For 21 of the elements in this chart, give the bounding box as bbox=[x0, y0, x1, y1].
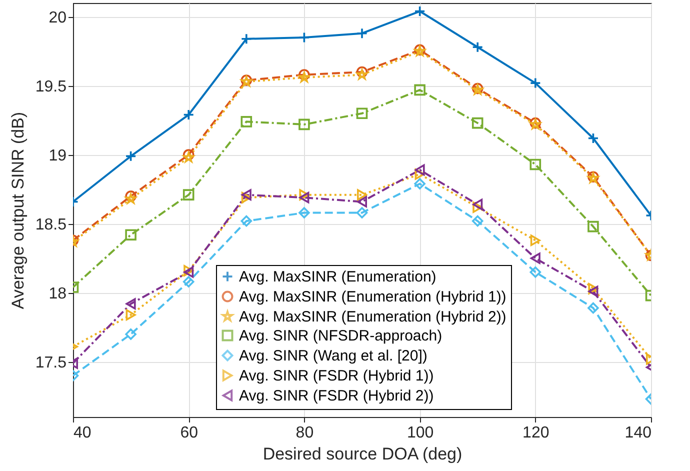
y-tick-label: 18 bbox=[48, 285, 67, 302]
x-tick-label: 120 bbox=[522, 424, 550, 442]
x-tick-label: 140 bbox=[624, 424, 652, 442]
y-tick-label: 19 bbox=[48, 147, 67, 164]
x-tick-label: 80 bbox=[296, 424, 314, 442]
legend-label: Avg. SINR (NFSDR-approach) bbox=[239, 328, 442, 344]
x-tick-label: 40 bbox=[74, 424, 92, 442]
y-tick-label: 17.5 bbox=[35, 354, 67, 372]
legend-label: Avg. MaxSINR (Enumeration (Hybrid 1)) bbox=[239, 288, 506, 306]
legend-label: Avg. MaxSINR (Enumeration) bbox=[239, 268, 436, 286]
x-axis-title: Desired source DOA (deg) bbox=[262, 444, 462, 464]
legend-label: Avg. SINR (Wang et al. [20]) bbox=[239, 348, 428, 364]
y-tick-label: 19.5 bbox=[35, 78, 67, 96]
y-tick-label: 20 bbox=[48, 9, 67, 26]
legend-label: Avg. SINR (FSDR (Hybrid 2)) bbox=[239, 388, 434, 404]
legend-label: Avg. MaxSINR (Enumeration (Hybrid 2)) bbox=[239, 308, 506, 326]
y-axis-title: Average output SINR (dB) bbox=[8, 112, 28, 310]
legend-label: Avg. SINR (FSDR (Hybrid 1)) bbox=[239, 368, 434, 384]
x-tick-label: 100 bbox=[406, 424, 434, 442]
y-tick-label: 18.5 bbox=[35, 216, 67, 234]
x-tick-label: 60 bbox=[180, 424, 198, 442]
